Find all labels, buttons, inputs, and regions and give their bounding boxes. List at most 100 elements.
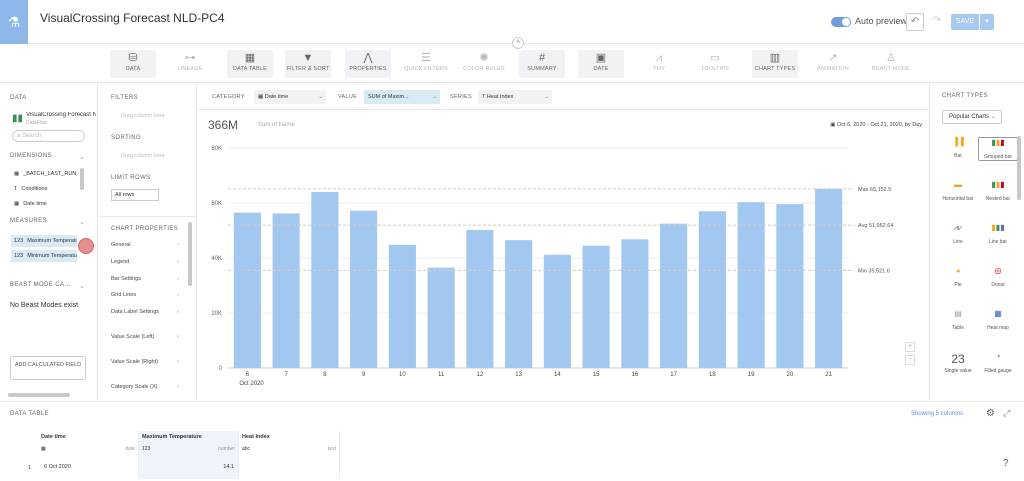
collapse-toolbar-button[interactable]: ˄ [512,37,524,49]
chart-type-single-value[interactable]: 23 Single value [938,352,978,374]
bar[interactable] [660,223,688,368]
toolbar-filter-sort-button[interactable]: ▼ FILTER & SORT [285,50,331,78]
undo-button[interactable]: ↶ [906,13,924,31]
measure-field[interactable]: 123 Minimum Temperature [11,250,77,262]
dataset-name[interactable]: VisualCrossing Forecast NLD-PC4 [26,112,96,118]
filters-drop-zone[interactable]: Drag column here [121,113,165,119]
bar[interactable] [350,210,378,368]
sorting-drop-zone[interactable]: Drag column here [121,153,165,159]
chart-type-pie[interactable]: ◕ Pie [938,266,978,288]
save-dropdown-button[interactable]: ▾ [980,14,994,30]
auto-preview-toggle[interactable] [831,17,851,27]
toolbar-lineage-button[interactable]: ⊶ LINEAGE [167,50,213,78]
summary-number[interactable]: 366M [208,118,239,132]
property-item[interactable]: Category Scale (X) › [111,383,179,391]
property-item[interactable]: Data Label Settings › [111,308,179,316]
bar[interactable] [543,254,571,368]
toolbar-chart-types-button[interactable]: ▥ CHART TYPES [752,50,798,78]
bar[interactable] [505,240,533,368]
chart-type-line-bar[interactable]: ▮▮▮ Line bar [978,223,1018,245]
chart-type-nested-bar[interactable]: ▮▮▮ Nested bar [978,180,1018,202]
property-item[interactable]: Value Scale (Right) › [111,358,179,366]
chart-type-filled-gauge[interactable]: ◔ Filled gauge [978,352,1018,374]
table-cell[interactable]: 6 Oct 2020 [44,464,71,470]
toolbar-data-button[interactable]: ⛁ DATA [110,50,156,78]
dimension-field[interactable]: ▦ _BATCH_LAST_RUN_ [11,168,77,180]
bar[interactable] [311,192,339,368]
flask-icon[interactable]: ⚗ [0,0,28,44]
bar[interactable] [272,213,300,368]
dimension-field[interactable]: T Conditions [11,183,77,195]
toolbar-yoy-button[interactable]: ⩘ YOY [636,50,682,78]
property-item[interactable]: Grid Lines › [111,291,179,299]
series-pill[interactable]: T Heat Index ⌄ [478,90,552,104]
chart-type-horizontal-bar[interactable]: ▬ Horizontal bar [938,180,978,202]
zoom-in-button[interactable]: + [905,342,915,352]
showing-columns-link[interactable]: Showing 5 columns [911,411,964,417]
column-header[interactable]: Date time [41,434,66,440]
chart-type-donut[interactable]: ◎ Donut [978,266,1018,288]
chart-type-table[interactable]: ▤ Table [938,309,978,331]
bar[interactable] [427,267,455,368]
column-header[interactable]: Maximum Temperature [142,434,202,440]
value-pill[interactable]: SUM of Maxim... ⌄ [364,90,440,104]
summary-label[interactable]: Sum of Name [258,122,295,128]
bar[interactable] [466,229,494,368]
chart-type-heat-map[interactable]: ▦ Heat map [978,309,1018,331]
bar[interactable] [621,239,649,368]
bar[interactable] [737,202,765,368]
chart-types-scrollbar[interactable] [1017,136,1021,200]
zoom-out-button[interactable]: − [905,355,915,365]
data-table-column[interactable]: Heat Index abc text [239,431,340,479]
bar[interactable] [776,204,804,368]
chevron-down-icon[interactable]: ⌄ [79,154,85,161]
bar[interactable] [388,244,416,368]
beast-mode-header[interactable]: BEAST MODE CA... [10,282,71,288]
measures-header[interactable]: MEASURES [10,218,47,224]
toolbar-tooltips-button[interactable]: ▭ TOOLTIPS [692,50,738,78]
property-item[interactable]: Legend › [111,258,179,266]
toolbar-animation-button[interactable]: ↗ ANIMATION [810,50,856,78]
chart-type-grouped-bar[interactable]: ▮▮▮ Grouped bar [978,137,1018,161]
toolbar-quick-filters-button[interactable]: ☰ QUICK FILTERS [403,50,449,78]
toolbar-data-table-button[interactable]: ▦ DATA TABLE [227,50,273,78]
chevron-down-icon[interactable]: ⌄ [79,283,85,290]
data-table-column[interactable]: Maximum Temperature 123 number 14.1 [139,431,239,479]
chevron-down-icon[interactable]: ⌄ [79,219,85,226]
limit-rows-select[interactable]: All rows [111,189,159,201]
dimension-field[interactable]: ▦ Date time [11,198,77,210]
date-range-selector[interactable]: ▣ Oct 6, 2020 - Oct 21, 2020, by Day [830,122,922,128]
bar[interactable] [698,211,726,368]
page-title[interactable]: VisualCrossing Forecast NLD-PC4 [40,11,225,25]
toolbar-properties-button[interactable]: ⋀ PROPERTIES [345,50,391,78]
dimensions-header[interactable]: DIMENSIONS [10,153,53,159]
toolbar-date-button[interactable]: ▣ DATE [578,50,624,78]
chart-category-select[interactable]: Popular Charts ⌄ [942,110,1002,124]
chart-type-bar[interactable]: ▐▐ Bar [938,137,978,159]
redo-button[interactable]: ↷ [928,13,946,31]
field-search-input[interactable]: ⌕ Search [12,130,85,142]
help-icon[interactable]: ? [1003,458,1009,469]
expand-icon[interactable]: ⤢ [1003,408,1011,418]
bar[interactable] [233,212,261,368]
chart-type-line[interactable]: ⩘⩗ Line [938,223,978,245]
property-item[interactable]: Bar Settings › [111,275,179,283]
toolbar-beast-mode-button[interactable]: ♙ BEAST MODE [868,50,914,78]
left-panel-scrollbar[interactable] [8,393,70,397]
column-header[interactable]: Heat Index [242,434,270,440]
toolbar-summary-button[interactable]: # SUMMARY [519,50,565,78]
toolbar-color-rules-button[interactable]: ✺ COLOR RULES [461,50,507,78]
save-button[interactable]: SAVE [951,14,979,30]
dimensions-scrollbar[interactable] [80,168,84,190]
add-calculated-field-button[interactable]: ADD CALCULATED FIELD [10,356,86,380]
bar[interactable] [582,245,610,368]
gear-icon[interactable]: ⚙ [986,408,995,419]
bar[interactable] [815,188,843,368]
property-item[interactable]: Value Scale (Left) › [111,333,179,341]
data-table-column[interactable]: Date time ▦ date 6 Oct 2020 [38,431,139,479]
table-cell[interactable]: 14.1 [223,464,234,470]
property-item[interactable]: General › [111,241,179,249]
category-pill[interactable]: ▦ Date time ⌄ [254,90,326,104]
properties-scrollbar[interactable] [188,222,192,286]
